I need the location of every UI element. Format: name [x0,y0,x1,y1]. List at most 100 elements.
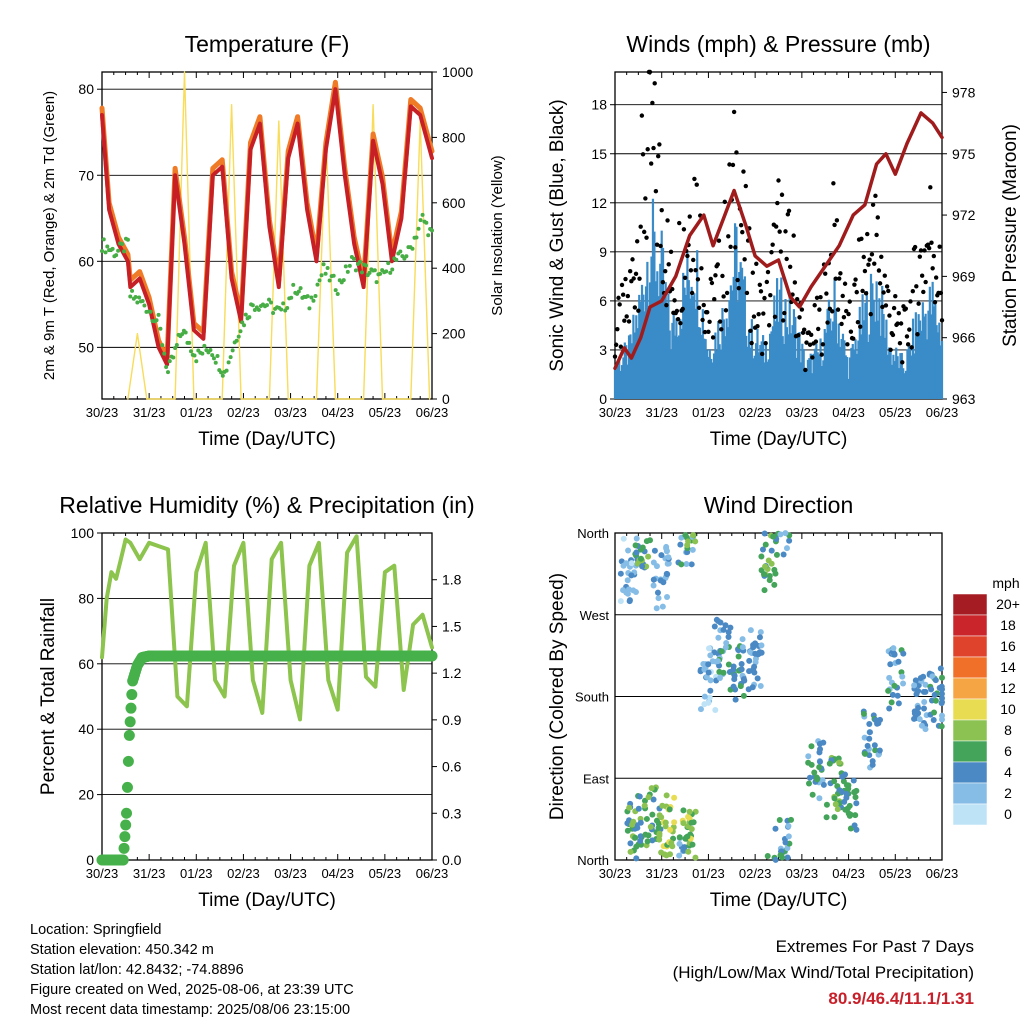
dir-point [737,683,744,690]
wind-gust-point [681,227,687,232]
wind-gust-point [733,245,738,250]
wind-y-tick-label: 6 [599,293,607,309]
dir-point [741,677,748,684]
wind-gust-point [903,306,908,311]
dir-point [633,535,640,542]
wind-gust-point [637,276,642,281]
wind-gust-point [682,275,688,281]
wind-gust-point [699,266,704,271]
dir-point [809,791,816,798]
dir-legend-label: 0 [1004,806,1012,822]
wind-gust-point [644,235,649,240]
wind-gust-point [866,262,871,267]
wind-gust-point [938,290,944,296]
temp-dewpoint-point [164,364,169,369]
wind-gust-point [641,229,647,235]
temp-dewpoint-point [156,312,161,317]
wind-x-tick-label: 01/23 [692,405,725,420]
dir-point [814,776,821,783]
temp-dewpoint-point [250,303,255,308]
wind-gust-point [620,292,626,297]
dir-legend-title: mph [992,575,1019,591]
temp-dewpoint-point [335,292,340,297]
temp-dewpoint-point [388,270,393,275]
dir-point [757,682,764,689]
latlon-text: Station lat/lon: 42.8432; -74.8896 [30,962,244,978]
wind-gust-point [908,299,913,304]
temp-dewpoint-point [305,294,310,299]
dir-point [697,706,704,713]
wind-gust-point [701,302,706,308]
temp-plot-frame [101,71,433,400]
dir-point [649,811,656,818]
wind-gust-point [905,342,911,347]
dir-point [633,855,640,862]
wind-y2-tick-label: 972 [952,207,976,223]
dir-legend-label: 6 [1004,743,1012,759]
temp-dewpoint-point [116,248,121,253]
temp-dewpoint-point [215,353,220,358]
temp-dewpoint-point [265,303,269,308]
dir-point [650,582,657,589]
wind-gust-point [910,288,916,294]
wind-gust-point [638,224,643,229]
wind-gust-point [616,295,621,301]
dir-point [650,796,657,803]
dir-point [777,531,784,538]
wind-gust-point [916,301,921,306]
wind-gust-point [877,281,883,286]
wind-gust-point [630,257,635,262]
temp-chart-title: Temperature (F) [185,31,350,57]
dir-point [898,669,905,676]
wind-gust-point [731,109,737,115]
temp-dewpoint-point [135,300,140,305]
dir-point [845,810,852,817]
dir-point [937,665,944,672]
temp-dewpoint-point [267,297,272,302]
wind-y2-tick-label: 969 [952,268,976,284]
wind-gust-point [931,253,937,259]
wind-gust-point [710,335,716,340]
wind-gust-point [639,113,645,118]
wind-gust-point [819,352,824,357]
rh-y-tick-label: 60 [78,656,94,672]
dir-point [617,570,624,577]
dir-point [853,800,860,807]
wind-gust-point [666,262,671,267]
wind-gust-point [884,284,890,289]
dir-point [720,626,727,633]
wind-gust-point [719,327,724,332]
temp-dewpoint-point [325,266,330,271]
temp-dewpoint-point [291,282,296,287]
dir-point [768,547,775,554]
rh-y-tick-label: 20 [78,787,94,803]
wind-gust-point [776,178,781,183]
wind-gust-point [814,295,820,300]
dir-point [912,677,919,684]
dir-point [758,642,765,649]
wind-gust-point [841,314,847,320]
wind-gust-point [632,305,638,310]
rh-precip-point [123,729,135,741]
dir-point [764,852,771,859]
wind-gust-point [787,264,793,269]
wind-gust-point [624,314,629,319]
dir-point [677,541,684,548]
temp-dewpoint-point [353,268,358,273]
dir-point [891,650,898,657]
rh-chart-title: Relative Humidity (%) & Precipitation (i… [59,492,474,518]
wind-gust-point [847,299,852,304]
temp-dewpoint-point [343,264,348,269]
temp-dewpoint-point [105,244,110,249]
temp-dewpoint-point [211,356,216,361]
dir-point [718,648,725,655]
temp-dewpoint-point [386,261,391,266]
wind-gust-point [763,341,768,346]
temp-dewpoint-point [213,360,218,365]
dir-point [641,802,648,809]
wind-x-tick-label: 05/23 [879,405,912,420]
dir-point [805,753,812,760]
dir-point [747,627,754,634]
temp-dewpoint-point [414,235,419,240]
wind-gust-point [853,277,858,282]
